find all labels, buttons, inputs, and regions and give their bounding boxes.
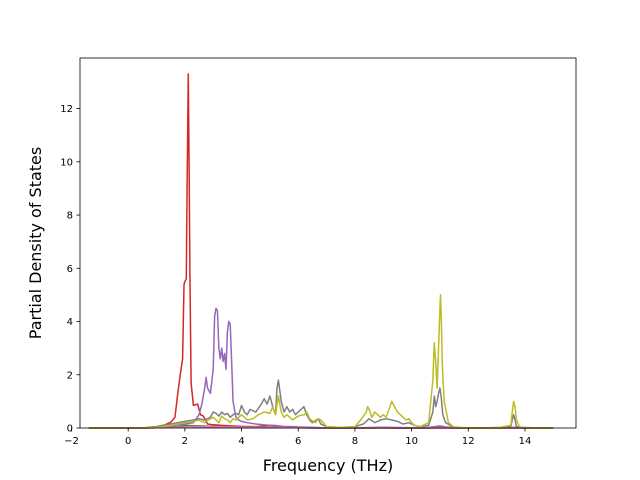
y-tick-label: 4 bbox=[67, 317, 73, 328]
x-tick-label: −2 bbox=[64, 436, 79, 447]
y-axis: 0 2 4 6 8 10 12 bbox=[60, 104, 80, 435]
x-tick-label: 4 bbox=[238, 436, 244, 447]
y-tick-label: 0 bbox=[67, 424, 73, 435]
x-tick-label: 14 bbox=[519, 436, 532, 447]
y-axis-label: Partial Density of States bbox=[26, 147, 45, 339]
axes-frame bbox=[79, 57, 577, 429]
y-tick-label: 2 bbox=[67, 370, 73, 381]
y-tick-label: 8 bbox=[67, 211, 73, 222]
series-line-7 bbox=[88, 379, 554, 429]
y-tick-label: 10 bbox=[60, 157, 73, 168]
plot-area bbox=[88, 73, 554, 429]
y-tick-label: 12 bbox=[60, 104, 73, 115]
x-tick-label: 2 bbox=[182, 436, 188, 447]
x-tick-label: 10 bbox=[405, 436, 418, 447]
series-line-8 bbox=[88, 294, 554, 429]
x-tick-label: 6 bbox=[295, 436, 301, 447]
x-tick-label: 8 bbox=[352, 436, 358, 447]
x-tick-label: 0 bbox=[125, 436, 131, 447]
x-tick-label: 12 bbox=[462, 436, 475, 447]
y-tick-label: 6 bbox=[67, 264, 73, 275]
x-axis: −2 0 2 4 6 8 10 12 14 bbox=[64, 428, 531, 447]
x-axis-label: Frequency (THz) bbox=[263, 456, 393, 475]
